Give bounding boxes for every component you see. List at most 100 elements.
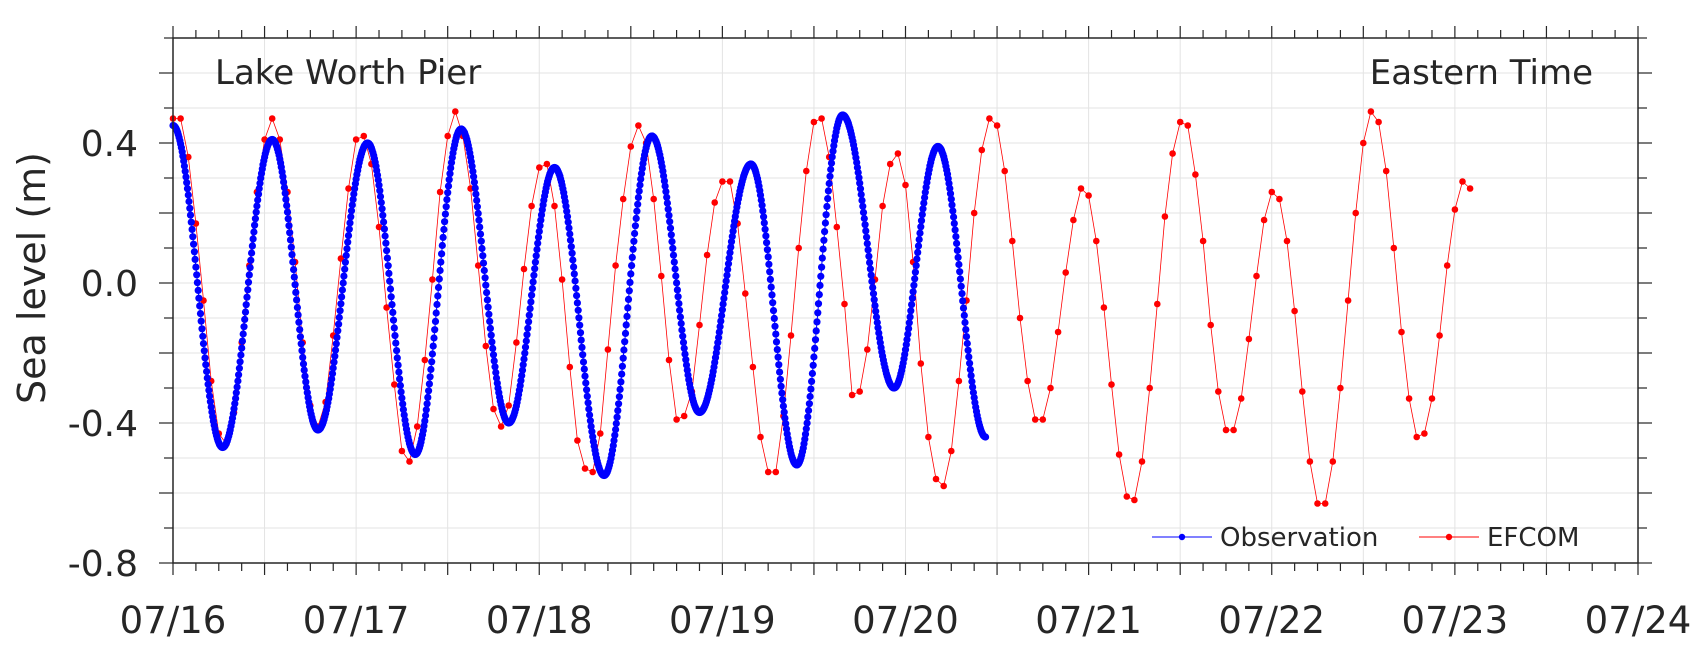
efcom-point [1108,381,1115,388]
observation-point [535,227,543,235]
efcom-point [1154,300,1161,308]
observation-point [953,246,962,254]
observation-point [872,313,881,321]
observation-point [869,290,878,298]
observation-point [426,373,434,381]
observation-point [182,173,190,181]
efcom-point [1093,237,1100,245]
efcom-point [810,118,818,126]
observation-point [615,393,624,401]
observation-point [871,302,879,310]
observation-point [294,311,302,319]
efcom-point [1199,237,1207,245]
efcom-point [1344,297,1352,304]
observation-point [283,208,292,216]
observation-point [194,286,202,294]
efcom-point [833,223,841,231]
observation-point [190,240,198,248]
observation-point [399,406,407,414]
observation-point [381,232,389,240]
efcom-point [558,276,566,283]
efcom-point [1230,426,1237,434]
observation-point [254,196,262,204]
efcom-point [444,132,452,140]
observation-point [421,417,429,425]
observation-point [760,219,768,227]
observation-point [383,254,391,262]
observation-point [329,364,337,372]
observation-point [397,388,405,396]
observation-point [190,248,198,256]
observation-point [825,179,833,188]
observation-point [855,174,863,182]
efcom-point [1314,500,1321,507]
observation-point [288,251,296,259]
observation-point [238,344,246,352]
observation-point [780,408,788,416]
observation-point [398,394,406,402]
observation-point [283,202,291,210]
observation-point [346,219,354,227]
observation-point [917,223,925,231]
efcom-point [1443,262,1451,269]
observation-point [470,178,478,186]
y-tick-labels: 0.4 0.0 -0.4 -0.8 [68,124,138,585]
observation-point [585,405,593,413]
observation-point [820,236,828,244]
observation-point [377,198,385,207]
observation-point [720,294,728,302]
observation-point [915,235,923,244]
observation-point [824,187,833,195]
efcom-point [848,391,856,399]
observation-point [767,283,775,291]
observation-point [909,288,917,296]
efcom-point [1398,328,1405,336]
observation-point [240,323,248,331]
observation-point [430,334,438,342]
observation-point [431,317,440,325]
efcom-point [612,262,619,269]
observation-point [201,354,209,362]
efcom-point [1024,377,1031,385]
observation-point [628,253,636,261]
observation-point [806,392,814,401]
observation-point [586,411,594,419]
y-tick-label: -0.8 [68,544,138,585]
observation-point [254,190,263,198]
observation-point [671,265,679,273]
efcom-point [1131,496,1138,504]
efcom-point [436,188,444,196]
efcom-point [1276,195,1283,203]
observation-point [579,358,588,366]
observation-point [681,350,689,358]
observation-point [951,226,959,234]
observation-point [773,346,781,354]
observation-point [679,332,687,340]
observation-point [251,221,259,229]
observation-point [433,300,441,309]
observation-point [526,305,534,313]
observation-point [819,245,827,253]
observation-point [715,333,723,342]
efcom-point [1085,192,1092,199]
observation-point [663,193,671,201]
observation-point [184,191,192,199]
observation-point [621,338,629,346]
observation-point [963,339,971,348]
efcom-point [185,153,192,161]
observation-point [827,159,836,167]
observation-point [206,392,214,400]
observation-point [759,207,767,215]
observation-point [582,379,590,387]
efcom-point [1367,108,1375,115]
observation-point [566,236,575,244]
efcom-point [1268,188,1276,196]
efcom-point [1146,384,1153,392]
observation-point [618,370,626,378]
observation-point [249,235,257,243]
efcom-point [1207,321,1214,329]
observation-point [252,208,260,216]
observation-point [196,310,205,318]
observation-point [337,300,345,308]
observation-point [576,321,584,329]
